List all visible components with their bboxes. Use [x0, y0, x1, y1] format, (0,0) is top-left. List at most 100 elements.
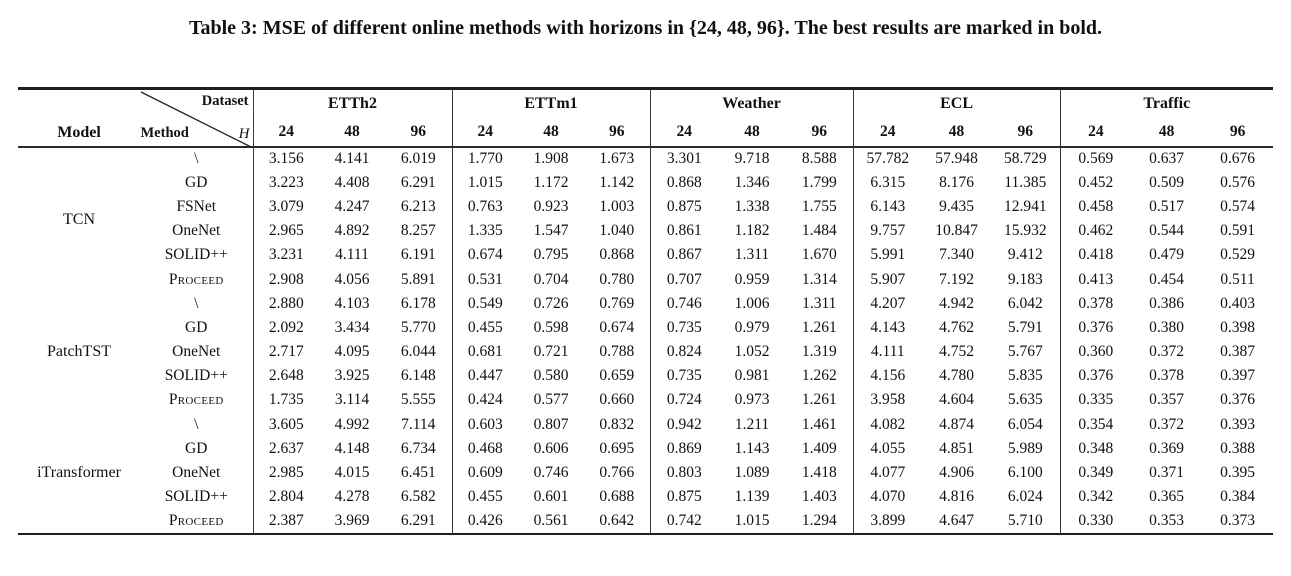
- mse-value-cell: 1.139: [734, 488, 770, 506]
- mse-value-cell: 3.114: [334, 391, 370, 409]
- mse-value-cell: 0.735: [649, 364, 719, 389]
- mse-value-cell: 8.257: [400, 222, 436, 240]
- mse-value-cell: 4.095: [334, 343, 370, 361]
- mse-value-cell: 0.979: [734, 318, 770, 336]
- mse-value-cell: 0.373: [1220, 511, 1255, 529]
- horizon-header: 96: [584, 118, 651, 148]
- mse-value-cell: 0.746: [533, 464, 569, 482]
- mse-value-cell: 4.111: [335, 246, 369, 264]
- table-body: TCN \ 3.156 4.141 6.019 1.770 1.908 1.673 3.301 9…: [18, 146, 1273, 534]
- mse-value-cell: 4.103: [334, 294, 370, 312]
- mse-value-cell: 0.403: [1220, 294, 1255, 312]
- mse-value-cell: 5.767: [1007, 343, 1043, 361]
- mse-value-cell: 57.782: [852, 146, 923, 171]
- mse-value-cell: 0.875: [649, 485, 719, 510]
- dataset-name-header: ETTm1: [451, 88, 651, 119]
- mse-value-cell: 0.397: [1220, 367, 1255, 385]
- mse-value-cell: 0.413: [1059, 267, 1132, 292]
- method-label-cell: OneNet: [172, 464, 221, 482]
- mse-value-cell: 1.547: [533, 222, 569, 240]
- mse-value-cell: 0.468: [451, 436, 518, 461]
- mse-value-cell: 0.788: [599, 343, 635, 361]
- mse-value-cell: 1.755: [801, 197, 837, 215]
- mse-value-cell: 5.907: [852, 267, 923, 292]
- model-column-header: Model: [57, 123, 101, 141]
- mse-value-cell: 0.676: [1220, 150, 1255, 168]
- mse-results-table: Model Dataset Method H ETTh2 ETTm1 Weather…: [18, 87, 1274, 535]
- mse-value-cell: 0.577: [533, 391, 569, 409]
- mse-value-cell: 0.395: [1220, 464, 1255, 482]
- horizon-header: 24: [649, 118, 719, 148]
- mse-value-cell: 0.353: [1149, 511, 1184, 529]
- mse-value-cell: 4.082: [852, 412, 923, 437]
- table-row: OneNet 2.717 4.095 6.044 0.681 0.721 0.788 0.82…: [18, 340, 1273, 365]
- mse-value-cell: 4.111: [852, 340, 923, 365]
- mse-value-cell: 2.804: [252, 485, 319, 510]
- mse-value-cell: 0.795: [533, 246, 569, 264]
- mse-value-cell: 2.717: [252, 340, 319, 365]
- mse-value-cell: 0.832: [599, 415, 635, 433]
- mse-value-cell: 5.989: [1007, 439, 1043, 457]
- mse-value-cell: 6.734: [400, 439, 436, 457]
- mse-value-cell: 0.867: [649, 243, 719, 268]
- mse-value-cell: 4.141: [334, 150, 370, 168]
- mse-value-cell: 0.386: [1149, 294, 1184, 312]
- mse-value-cell: 0.376: [1059, 364, 1132, 389]
- mse-value-cell: 6.148: [400, 367, 436, 385]
- mse-value-cell: 1.673: [599, 150, 635, 168]
- mse-value-cell: 1.089: [734, 464, 770, 482]
- mse-value-cell: 0.598: [533, 318, 569, 336]
- mse-value-cell: 1.670: [801, 246, 837, 264]
- mse-value-cell: 0.746: [649, 291, 719, 316]
- mse-value-cell: 4.247: [334, 197, 370, 215]
- horizon-header: 24: [451, 118, 518, 148]
- method-label-cell: GD: [185, 173, 208, 191]
- mse-value-cell: 0.576: [1220, 173, 1255, 191]
- dataset-header-row: Model Dataset Method H ETTh2 ETTm1 Weather…: [18, 88, 1274, 148]
- mse-value-cell: 6.315: [852, 170, 923, 195]
- mse-value-cell: 6.451: [400, 464, 436, 482]
- mse-value-cell: 1.319: [801, 343, 837, 361]
- mse-value-cell: 0.462: [1059, 219, 1132, 244]
- diagonal-line-icon: [140, 91, 253, 148]
- table-row: FSNet 3.079 4.247 6.213 0.763 0.923 1.003 0.875…: [18, 194, 1273, 220]
- horizon-header: 96: [1202, 118, 1274, 148]
- table-row: OneNet 2.985 4.015 6.451 0.609 0.746 0.766 0.80…: [18, 460, 1273, 486]
- dataset-header-label: Dataset: [201, 93, 249, 109]
- mse-value-cell: 6.191: [400, 246, 436, 264]
- mse-value-cell: 1.409: [801, 439, 837, 457]
- mse-value-cell: 0.452: [1059, 170, 1132, 195]
- mse-value-cell: 0.388: [1220, 439, 1255, 457]
- mse-value-cell: 0.398: [1220, 318, 1255, 336]
- horizon-header: 24: [252, 118, 319, 148]
- mse-value-cell: 0.981: [734, 367, 770, 385]
- mse-value-cell: 5.770: [400, 318, 436, 336]
- mse-value-cell: 0.544: [1149, 222, 1184, 240]
- mse-value-cell: 2.387: [252, 509, 319, 534]
- mse-value-cell: 9.718: [734, 150, 770, 168]
- mse-value-cell: 1.040: [599, 222, 635, 240]
- table-row: TCN \ 3.156 4.141 6.019 1.770 1.908 1.673 3.301 9…: [18, 146, 1273, 228]
- mse-value-cell: 0.674: [599, 318, 635, 336]
- model-name-cell: iTransformer: [37, 463, 121, 481]
- mse-value-cell: 1.003: [599, 197, 635, 215]
- mse-value-cell: 0.418: [1059, 243, 1132, 268]
- header-corner-cell: Model Dataset Method H: [18, 88, 254, 148]
- mse-value-cell: 1.484: [801, 222, 837, 240]
- mse-value-cell: 0.875: [649, 194, 719, 220]
- mse-value-cell: 7.192: [939, 270, 974, 288]
- mse-value-cell: 0.372: [1149, 415, 1184, 433]
- mse-value-cell: 0.357: [1149, 391, 1184, 409]
- mse-value-cell: 5.555: [400, 391, 436, 409]
- method-label-cell: \: [194, 150, 199, 168]
- horizon-header: 24: [1059, 118, 1132, 148]
- horizon-header: 96: [385, 118, 452, 148]
- mse-value-cell: 1.335: [451, 219, 518, 244]
- mse-value-cell: 3.231: [252, 243, 319, 268]
- mse-value-cell: 4.762: [939, 318, 974, 336]
- model-name-cell: PatchTST: [47, 343, 111, 361]
- mse-value-cell: 1.143: [734, 439, 770, 457]
- mse-value-cell: 4.892: [334, 222, 370, 240]
- horizon-header: 48: [922, 118, 992, 148]
- mse-value-cell: 0.824: [649, 340, 719, 365]
